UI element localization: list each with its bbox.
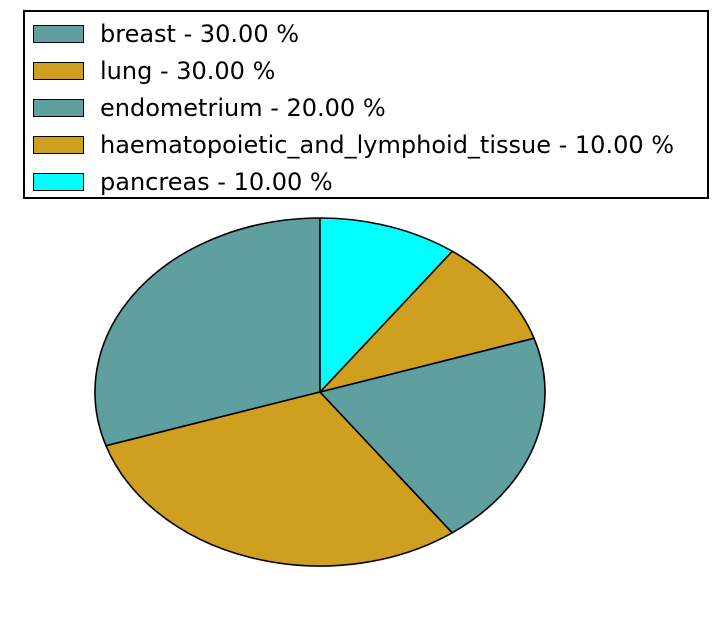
legend-box: breast - 30.00 % lung - 30.00 % endometr…: [23, 10, 709, 199]
pie-slice-lung: [105, 391, 454, 567]
legend-item-pancreas: pancreas - 10.00 %: [25, 163, 707, 200]
legend-swatch: [33, 24, 84, 43]
legend-swatch: [33, 135, 84, 154]
legend-label: breast - 30.00 %: [100, 19, 300, 48]
legend-label: pancreas - 10.00 %: [100, 167, 333, 196]
pie-slice-haematopoietic_and_lymphoid_tissue: [319, 250, 535, 393]
pie-slice-breast: [94, 217, 321, 447]
legend-item-endometrium: endometrium - 20.00 %: [25, 89, 707, 126]
legend-item-lung: lung - 30.00 %: [25, 52, 707, 89]
legend-label: haematopoietic_and_lymphoid_tissue - 10.…: [100, 130, 675, 159]
legend-item-haematopoietic-and-lymphoid-tissue: haematopoietic_and_lymphoid_tissue - 10.…: [25, 126, 707, 163]
pie-slice-pancreas: [319, 217, 454, 393]
legend-swatch: [33, 61, 84, 80]
legend-swatch: [33, 172, 84, 191]
legend-swatch: [33, 98, 84, 117]
legend-item-breast: breast - 30.00 %: [25, 15, 707, 52]
pie-slices: [94, 217, 546, 567]
legend-label: lung - 30.00 %: [100, 56, 276, 85]
legend-label: endometrium - 20.00 %: [100, 93, 386, 122]
pie-slice-endometrium: [319, 337, 546, 534]
